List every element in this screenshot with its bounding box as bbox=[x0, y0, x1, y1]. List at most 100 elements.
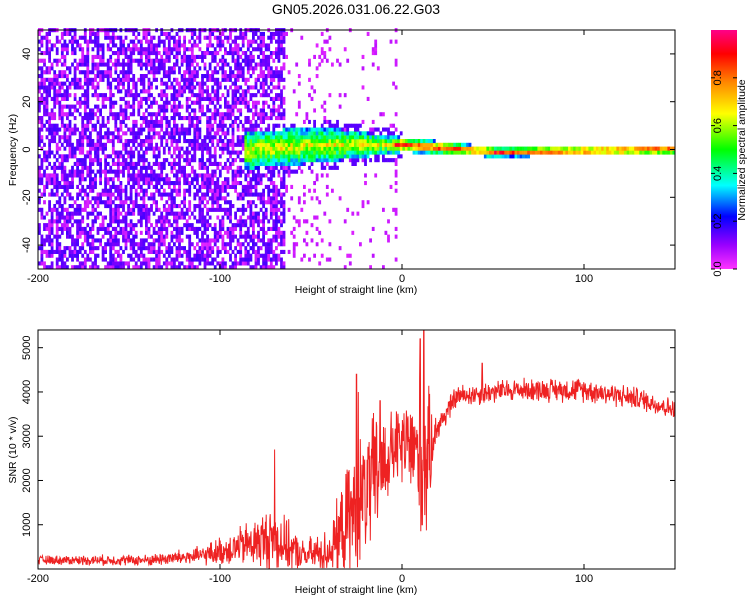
heatmap-cell bbox=[343, 265, 347, 270]
heatmap-cell bbox=[180, 238, 184, 243]
heatmap-cell bbox=[150, 93, 153, 98]
heatmap-cell bbox=[137, 177, 141, 182]
heatmap-cell bbox=[323, 146, 327, 151]
heatmap-cell bbox=[129, 173, 133, 178]
heatmap-cell bbox=[53, 89, 57, 94]
heatmap-cell bbox=[262, 196, 265, 201]
heatmap-cell bbox=[208, 108, 212, 113]
heatmap-cell bbox=[157, 108, 161, 113]
heatmap-cell bbox=[351, 158, 355, 163]
heatmap-cell bbox=[145, 219, 148, 224]
snr-frame bbox=[37, 329, 676, 570]
heatmap-cell bbox=[226, 142, 230, 147]
heatmap-cell bbox=[315, 158, 319, 163]
heatmap-cell bbox=[147, 51, 151, 56]
heatmap-cell bbox=[280, 249, 283, 254]
heatmap-cell bbox=[162, 188, 166, 193]
heatmap-cell bbox=[122, 207, 125, 212]
heatmap-cell bbox=[211, 261, 215, 266]
heatmap-cell bbox=[198, 146, 202, 151]
heatmap-cell bbox=[280, 35, 283, 40]
snr-y-tick-label: 4000 bbox=[21, 380, 33, 404]
heatmap-cell bbox=[259, 108, 263, 113]
heatmap-cell bbox=[58, 81, 62, 86]
heatmap-cell bbox=[366, 150, 370, 155]
heatmap-cell bbox=[443, 142, 446, 147]
heatmap-cell bbox=[129, 70, 133, 75]
heatmap-cell bbox=[111, 142, 115, 147]
heatmap-cell bbox=[170, 207, 174, 212]
heatmap-cell bbox=[267, 150, 271, 155]
heatmap-cell bbox=[244, 165, 248, 170]
heatmap-cell bbox=[127, 62, 130, 67]
heatmap-cell bbox=[208, 177, 212, 182]
snr-x-tick-label: -100 bbox=[209, 573, 231, 585]
heatmap-cell bbox=[38, 261, 41, 266]
heatmap-cell bbox=[338, 142, 342, 147]
heatmap-cell bbox=[147, 246, 151, 251]
heatmap-cell bbox=[147, 81, 151, 86]
heatmap-cell bbox=[338, 104, 342, 109]
heatmap-cell bbox=[167, 131, 171, 136]
heatmap-cell bbox=[99, 62, 102, 67]
heatmap-cell bbox=[173, 234, 176, 239]
heatmap-cell bbox=[101, 234, 105, 239]
heatmap-cell bbox=[601, 150, 604, 155]
heatmap-cell bbox=[114, 226, 118, 231]
heatmap-cell bbox=[218, 119, 222, 124]
heatmap-cell bbox=[91, 242, 95, 247]
heatmap-cell bbox=[152, 35, 156, 40]
heatmap-cell bbox=[122, 116, 125, 121]
heatmap-cell bbox=[83, 226, 87, 231]
heatmap-cell bbox=[359, 142, 362, 147]
heatmap-cell bbox=[127, 85, 130, 90]
heatmap-cell bbox=[50, 43, 54, 48]
heatmap-cell bbox=[89, 131, 92, 136]
heatmap-cell bbox=[305, 112, 309, 117]
heatmap-cell bbox=[259, 119, 263, 124]
heatmap-cell bbox=[356, 150, 360, 155]
heatmap-cell bbox=[63, 104, 67, 109]
heatmap-cell bbox=[73, 238, 77, 243]
heatmap-cell bbox=[565, 146, 569, 151]
heatmap-cell bbox=[239, 173, 243, 178]
heatmap-cell bbox=[94, 219, 97, 224]
heatmap-cell bbox=[167, 39, 171, 44]
heatmap-cell bbox=[313, 150, 316, 155]
heatmap-cell bbox=[157, 234, 161, 239]
heatmap-cell bbox=[203, 204, 207, 209]
heatmap-cell bbox=[300, 161, 304, 166]
heatmap-cell bbox=[170, 257, 174, 262]
heatmap-cell bbox=[224, 116, 227, 121]
heatmap-cell bbox=[89, 211, 92, 216]
heatmap-cell bbox=[124, 54, 128, 59]
heatmap-cell bbox=[76, 257, 79, 262]
heatmap-cell bbox=[188, 116, 192, 121]
heatmap-cell bbox=[269, 173, 273, 178]
heatmap-cell bbox=[170, 223, 174, 228]
heatmap-cell bbox=[40, 135, 44, 140]
heatmap-cell bbox=[170, 127, 174, 132]
heatmap-cell bbox=[354, 139, 357, 144]
heatmap-cell bbox=[45, 66, 49, 71]
heatmap-cell bbox=[310, 96, 314, 101]
heatmap-cell bbox=[364, 142, 367, 147]
heatmap-cell bbox=[183, 70, 186, 75]
heatmap-cell bbox=[285, 142, 288, 147]
heatmap-cell bbox=[117, 253, 120, 258]
heatmap-cell bbox=[351, 161, 355, 166]
heatmap-cell bbox=[218, 184, 222, 189]
heatmap-cell bbox=[246, 181, 250, 186]
heatmap-cell bbox=[86, 104, 90, 109]
heatmap-cell bbox=[198, 261, 202, 266]
heatmap-cell bbox=[117, 230, 120, 235]
heatmap-cell bbox=[185, 100, 189, 105]
heatmap-cell bbox=[178, 188, 181, 193]
heatmap-cell bbox=[96, 146, 100, 151]
heatmap-cell bbox=[137, 219, 141, 224]
heatmap-cell bbox=[73, 70, 77, 75]
heatmap-cell bbox=[264, 142, 268, 147]
heatmap-cell bbox=[213, 135, 217, 140]
heatmap-cell bbox=[193, 139, 197, 144]
